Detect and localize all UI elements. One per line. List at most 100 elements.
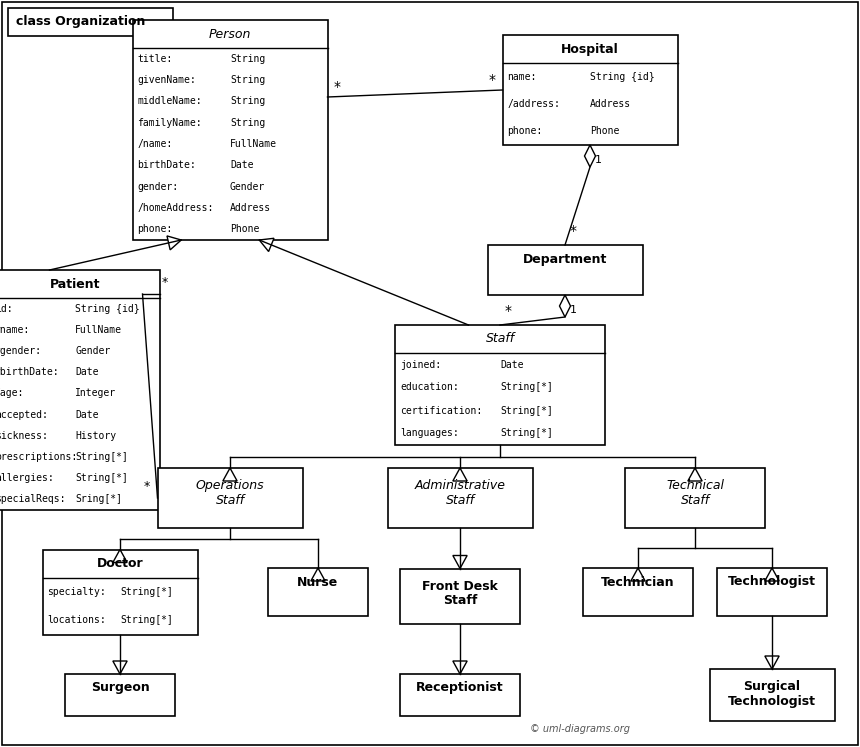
Text: String[*]: String[*] (120, 586, 173, 597)
Text: String[*]: String[*] (500, 429, 553, 438)
Bar (710, 669, 834, 721)
Text: *: * (144, 480, 150, 493)
Polygon shape (259, 238, 274, 252)
Bar (157, 468, 303, 528)
Text: birthDate:: birthDate: (138, 161, 196, 170)
Text: prescriptions:: prescriptions: (0, 452, 77, 462)
Text: Hospital: Hospital (561, 43, 619, 55)
Text: String {id}: String {id} (75, 303, 139, 314)
Polygon shape (765, 656, 779, 669)
Polygon shape (223, 468, 237, 481)
Polygon shape (453, 468, 467, 481)
Polygon shape (453, 556, 467, 568)
Text: Technical
Staff: Technical Staff (666, 479, 724, 507)
Text: Technician: Technician (601, 575, 675, 589)
Text: joined:: joined: (400, 359, 441, 370)
Text: Surgical
Technologist: Surgical Technologist (728, 680, 816, 708)
Text: *: * (570, 224, 577, 238)
Text: String[*]: String[*] (500, 382, 553, 392)
Text: middleName:: middleName: (138, 96, 202, 106)
Text: String: String (230, 118, 265, 128)
Text: languages:: languages: (400, 429, 458, 438)
Text: Phone: Phone (230, 224, 260, 235)
Text: familyName:: familyName: (138, 118, 202, 128)
Text: Date: Date (75, 368, 99, 377)
Text: FullName: FullName (230, 139, 277, 149)
Polygon shape (631, 568, 645, 581)
Text: Technologist: Technologist (728, 575, 816, 589)
Bar (268, 568, 368, 616)
Text: ^gender:: ^gender: (0, 346, 42, 356)
Text: *: * (488, 73, 495, 87)
Bar (502, 35, 678, 145)
Bar (488, 245, 642, 295)
Text: locations:: locations: (47, 616, 107, 625)
Text: specialty:: specialty: (47, 586, 107, 597)
Text: String: String (230, 75, 265, 85)
Bar (583, 568, 693, 616)
Text: Front Desk
Staff: Front Desk Staff (422, 580, 498, 607)
Text: accepted:: accepted: (0, 409, 48, 420)
Polygon shape (113, 550, 127, 562)
Text: certification:: certification: (400, 406, 482, 415)
Text: /address:: /address: (507, 99, 561, 109)
Bar (395, 325, 605, 445)
Text: name:: name: (507, 72, 537, 81)
Text: Doctor: Doctor (96, 557, 144, 570)
Text: Staff: Staff (485, 332, 514, 346)
Text: education:: education: (400, 382, 458, 392)
Bar (0, 270, 160, 510)
Text: /homeAddress:: /homeAddress: (138, 203, 214, 213)
Bar (400, 568, 520, 624)
Text: *: * (162, 276, 169, 289)
Bar (625, 468, 765, 528)
Text: Sring[*]: Sring[*] (75, 495, 122, 504)
Text: gender:: gender: (138, 182, 179, 192)
Bar (400, 674, 520, 716)
Bar (65, 674, 175, 716)
Text: Integer: Integer (75, 388, 116, 398)
Polygon shape (765, 568, 779, 581)
Text: Receptionist: Receptionist (416, 681, 504, 695)
Polygon shape (310, 568, 325, 581)
Text: 1: 1 (595, 155, 602, 165)
Text: ^name:: ^name: (0, 325, 30, 335)
Text: allergies:: allergies: (0, 473, 53, 483)
Text: Department: Department (523, 252, 607, 265)
Text: Date: Date (230, 161, 254, 170)
Text: specialReqs:: specialReqs: (0, 495, 65, 504)
Text: *: * (505, 304, 512, 318)
Text: © uml-diagrams.org: © uml-diagrams.org (530, 724, 630, 734)
Text: FullName: FullName (75, 325, 122, 335)
Text: 1: 1 (570, 305, 577, 315)
Text: Person: Person (209, 28, 251, 40)
Text: givenName:: givenName: (138, 75, 196, 85)
Polygon shape (453, 661, 467, 674)
Text: Gender: Gender (230, 182, 265, 192)
Text: /name:: /name: (138, 139, 173, 149)
Text: Phone: Phone (590, 126, 619, 137)
Text: phone:: phone: (138, 224, 173, 235)
Polygon shape (560, 295, 570, 317)
Text: Address: Address (590, 99, 631, 109)
Text: phone:: phone: (507, 126, 543, 137)
Text: String: String (230, 54, 265, 63)
Bar (132, 20, 328, 240)
Polygon shape (688, 468, 702, 481)
Text: Address: Address (230, 203, 271, 213)
Bar (42, 550, 198, 634)
Text: String[*]: String[*] (120, 616, 173, 625)
Text: Date: Date (75, 409, 99, 420)
Text: String[*]: String[*] (75, 473, 128, 483)
Text: Surgeon: Surgeon (90, 681, 150, 695)
Text: *: * (334, 80, 341, 94)
Text: Date: Date (500, 359, 524, 370)
Text: String[*]: String[*] (500, 406, 553, 415)
Bar (717, 568, 827, 616)
Polygon shape (167, 236, 181, 249)
Text: Administrative
Staff: Administrative Staff (415, 479, 506, 507)
Text: title:: title: (138, 54, 173, 63)
Text: Operations
Staff: Operations Staff (196, 479, 264, 507)
Polygon shape (113, 661, 127, 674)
Text: Gender: Gender (75, 346, 110, 356)
